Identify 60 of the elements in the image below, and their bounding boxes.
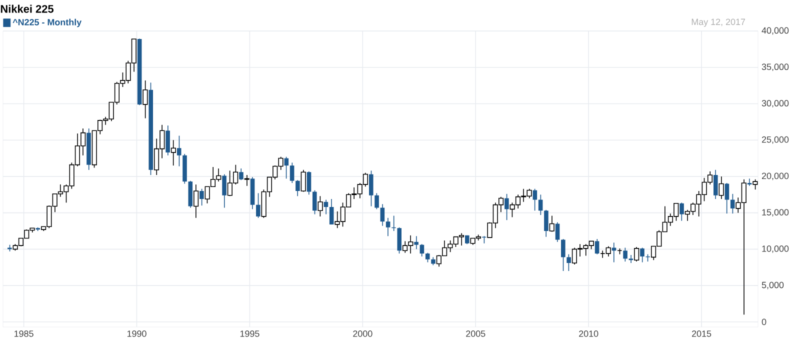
y-tick-label: 35,000 xyxy=(762,64,789,72)
candlestick xyxy=(420,244,424,257)
candlestick xyxy=(414,236,418,250)
candlestick xyxy=(544,210,548,238)
candlestick xyxy=(623,247,628,262)
y-tick-label: 20,000 xyxy=(762,172,789,180)
candlestick xyxy=(166,125,170,156)
candlestick xyxy=(284,156,289,180)
x-tick-label: 1995 xyxy=(240,330,260,337)
candlestick xyxy=(194,184,199,218)
candlestick xyxy=(730,194,735,214)
x-tick-label: 2015 xyxy=(692,330,712,337)
candlestick xyxy=(747,178,752,186)
x-tick-label: 1985 xyxy=(14,330,34,337)
text: May 12, 2017 xyxy=(692,18,746,27)
x-tick-label: 2000 xyxy=(353,330,372,337)
candlestick xyxy=(680,202,684,222)
candlestick xyxy=(555,222,560,242)
y-tick-label: 40,000 xyxy=(762,27,789,35)
x-tick-label: 1990 xyxy=(127,330,146,337)
candlestick xyxy=(425,252,430,263)
candlestick xyxy=(640,247,644,263)
candlestick xyxy=(594,238,600,255)
candlestick xyxy=(239,168,244,180)
candlestick xyxy=(368,170,374,207)
candlestick xyxy=(386,218,390,236)
candlestick xyxy=(306,170,312,196)
candlestick xyxy=(397,226,402,254)
y-tick-label: 15,000 xyxy=(762,209,789,217)
y-tick-label: 25,000 xyxy=(762,136,789,144)
candlestick xyxy=(538,194,543,216)
candlestick xyxy=(628,254,634,264)
candlestick xyxy=(724,182,730,214)
candlestick xyxy=(329,198,334,225)
y-tick-label: 10,000 xyxy=(762,245,789,253)
legend-label: ^N225 - Monthly xyxy=(12,18,82,28)
candlestick xyxy=(200,188,204,206)
candlestick xyxy=(296,180,300,196)
candlestick xyxy=(374,192,379,210)
y-tick-label: 5,000 xyxy=(762,282,784,290)
candlestick xyxy=(290,162,294,184)
candlestick xyxy=(566,254,571,272)
candlestick xyxy=(714,170,718,200)
candlestick xyxy=(176,135,182,167)
candlestick xyxy=(222,174,226,208)
candlestick xyxy=(504,194,509,220)
candlestick xyxy=(256,192,260,218)
candlestick xyxy=(612,242,616,263)
candlestick xyxy=(324,199,328,215)
candlestick xyxy=(561,238,566,272)
candlestick xyxy=(244,174,250,186)
candlestick xyxy=(312,190,317,215)
x-tick-label: 2010 xyxy=(579,330,598,337)
candlestick xyxy=(142,80,148,119)
candlestick xyxy=(718,176,724,200)
y-tick-label: 30,000 xyxy=(762,100,789,108)
y-tick-label: 0 xyxy=(762,318,766,326)
chart-title: Nikkei 225 xyxy=(0,4,54,13)
candlestick xyxy=(380,204,385,226)
x-tick-label: 2005 xyxy=(466,330,486,337)
